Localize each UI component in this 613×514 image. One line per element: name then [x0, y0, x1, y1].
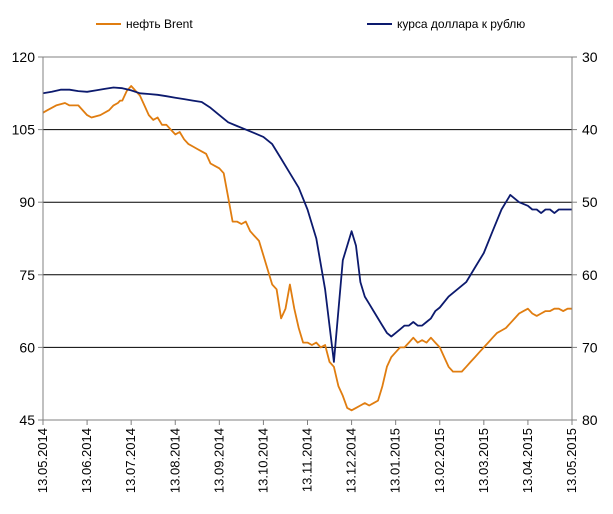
- y-left-tick-label: 105: [12, 122, 36, 138]
- x-axis: 13.05.2014 13.06.2014 13.07.2014 13.08.2014…: [35, 420, 579, 493]
- x-tick-label: 13.03.2015: [476, 428, 491, 493]
- series-lines: [42, 85, 572, 412]
- y-right-tick-label: 60: [582, 267, 598, 283]
- x-tick-label: 13.06.2014: [79, 428, 94, 493]
- y-left-tick-label: 90: [19, 194, 35, 210]
- y-left-tick-label: 60: [19, 339, 35, 355]
- series-brent-line: [42, 85, 572, 412]
- gridlines: [43, 129, 572, 348]
- y-right-tick-label: 50: [582, 194, 598, 210]
- x-tick-label: 13.05.2014: [35, 428, 50, 493]
- y-left-tick-label: 45: [19, 412, 35, 428]
- y-axis-right: 30 40 50 60 70 80: [572, 49, 598, 428]
- x-tick-label: 13.02.2015: [432, 428, 447, 493]
- x-tick-label: 13.05.2015: [564, 428, 579, 493]
- x-tick-label: 13.09.2014: [211, 428, 226, 493]
- y-left-tick-label: 120: [12, 49, 36, 65]
- y-right-tick-label: 70: [582, 339, 598, 355]
- x-tick-label: 13.10.2014: [255, 428, 270, 493]
- y-right-tick-label: 40: [582, 122, 598, 138]
- y-right-tick-label: 30: [582, 49, 598, 65]
- plot-area-frame: [42, 56, 573, 421]
- y-axis-left: 120 105 90 75 60 45: [12, 49, 43, 428]
- x-tick-label: 13.12.2014: [344, 428, 359, 493]
- x-tick-label: 13.08.2014: [167, 428, 182, 493]
- legend: нефть Brent курса доллара к рублю: [96, 17, 525, 31]
- x-tick-label: 13.01.2015: [388, 428, 403, 493]
- legend-usd-label: курса доллара к рублю: [397, 17, 525, 31]
- x-tick-label: 13.07.2014: [123, 428, 138, 493]
- legend-brent-label: нефть Brent: [126, 17, 193, 31]
- x-tick-label: 13.11.2014: [300, 428, 315, 492]
- x-tick-label: 13.04.2015: [520, 428, 535, 493]
- y-right-tick-label: 80: [582, 412, 598, 428]
- series-usd-rub-line: [42, 86, 572, 363]
- y-left-tick-label: 75: [19, 267, 35, 283]
